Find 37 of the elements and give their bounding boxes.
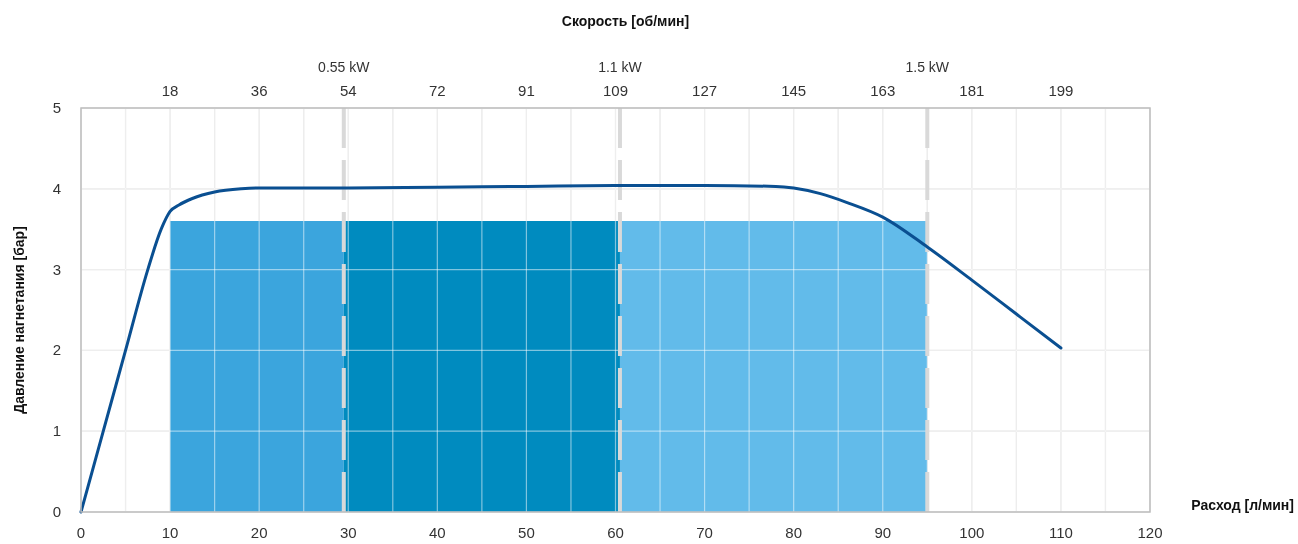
x-tick-label: 70 [696,524,713,541]
y-tick-label: 2 [52,341,61,359]
x2-tick-label: 109 [602,82,629,99]
x2-tick-label: 163 [870,82,896,99]
x2-tick-label: 199 [1048,82,1074,99]
x-tick-label: 20 [250,524,268,541]
x-axis-title: Расход [л/мин] [1191,497,1294,513]
y-axis-title: Давление нагнетания [бар] [11,226,27,414]
x-tick-label: 60 [607,524,624,541]
ref-line-label: 1.1 kW [598,59,643,75]
x-tick-label: 30 [339,524,357,541]
x2-axis-title: Скорость [об/мин] [561,13,690,29]
x-tick-label: 10 [161,524,179,541]
y-tick-label: 5 [52,99,61,116]
ref-line-label: 0.55 kW [318,59,371,75]
x2-tick-label: 72 [428,82,446,99]
x-tick-label: 0 [76,524,86,541]
x-tick-label: 50 [518,524,535,541]
x2-tick-label: 18 [161,82,179,99]
y-tick-label: 3 [52,260,61,278]
ref-line-label: 1.5 kW [905,59,950,75]
x-tick-label: 100 [959,524,985,541]
x2-tick-label: 36 [250,82,268,99]
x-tick-label: 120 [1137,524,1163,541]
x2-tick-label: 181 [959,82,985,99]
x-tick-label: 110 [1048,524,1073,541]
x-tick-label: 80 [785,524,803,541]
y-tick-label: 4 [52,179,61,197]
x-tick-label: 40 [428,524,446,541]
x2-tick-label: 54 [339,82,357,99]
y-tick-label: 1 [52,422,61,440]
x2-tick-label: 145 [781,82,807,99]
x2-tick-label: 127 [692,82,718,99]
line-series [79,184,1063,514]
x-tick-label: 90 [874,524,892,541]
y-tick-label: 0 [52,503,61,520]
x2-tick-label: 91 [518,82,535,99]
